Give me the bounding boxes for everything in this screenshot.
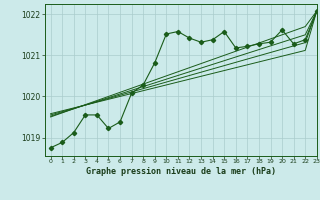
X-axis label: Graphe pression niveau de la mer (hPa): Graphe pression niveau de la mer (hPa): [86, 167, 276, 176]
